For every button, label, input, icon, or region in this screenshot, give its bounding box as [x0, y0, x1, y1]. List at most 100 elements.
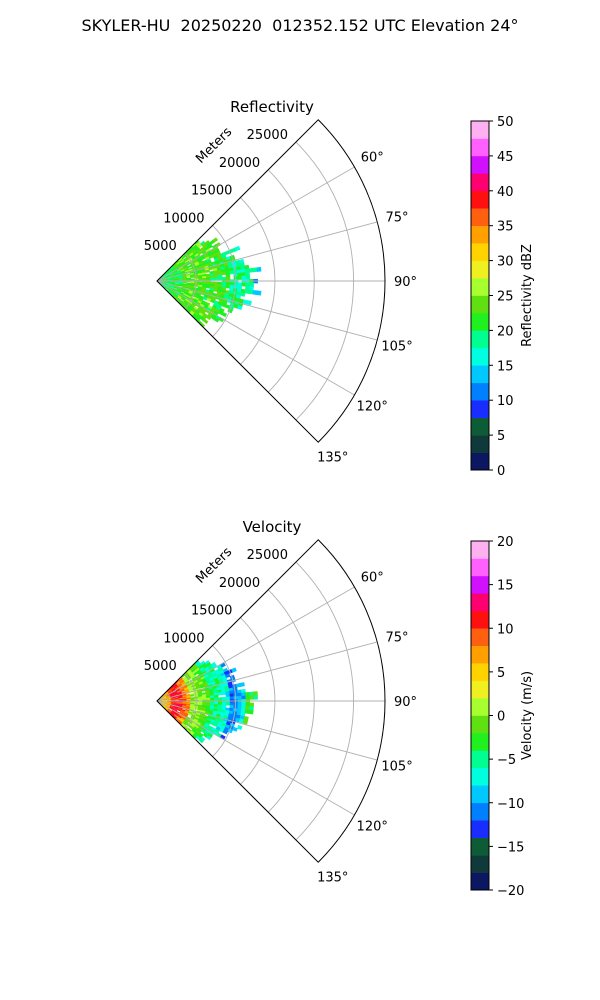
radar-gate [221, 276, 227, 281]
radar-gate [221, 271, 227, 276]
chart-title: Reflectivity [230, 98, 314, 116]
radar-gate [212, 237, 219, 243]
range-tick-label: 10000 [163, 631, 204, 646]
range-tick-label: 20000 [219, 576, 260, 591]
radar-gate [190, 275, 195, 279]
colorbar-tick-label: 5 [497, 666, 505, 681]
colorbar-swatch [471, 452, 489, 471]
colorbar-tick-label: 20 [497, 324, 514, 339]
colorbar-swatch [471, 610, 489, 629]
azimuth-gridline [156, 700, 355, 816]
range-tick-label: 25000 [247, 548, 288, 563]
radar-gate [256, 290, 262, 296]
colorbar-swatch [471, 715, 489, 734]
colorbar-swatch [471, 260, 489, 279]
colorbar-tick-label: 40 [497, 185, 514, 200]
radar-gate [248, 706, 254, 711]
colorbar-swatch [471, 173, 489, 192]
sector-outline [156, 119, 386, 443]
range-tick-label: 10000 [163, 211, 204, 226]
radar-gate [217, 692, 223, 696]
azimuth-tick-label: 60° [361, 151, 384, 166]
radar-gate [241, 272, 247, 277]
colorbar-tick-label: 25 [497, 290, 514, 305]
colorbar-swatch [471, 645, 489, 664]
radar-gate [198, 738, 204, 744]
radar-gate [205, 285, 211, 289]
chart-panel-velocity: Velocity 60° 75° 90° 105° 120° 135° 5000 10000 15… [144, 518, 535, 899]
radar-gate [248, 286, 254, 291]
radar-gate [253, 695, 258, 700]
radar-gate [237, 724, 243, 730]
azimuth-tick-label: 90° [394, 275, 417, 290]
radar-gate [213, 288, 219, 292]
colorbar-swatch [471, 837, 489, 856]
colorbar-tick-label: 35 [497, 220, 514, 235]
radar-gate [241, 695, 247, 700]
colorbar-swatch [471, 121, 489, 139]
colorbar-swatch [471, 802, 489, 821]
sector-outline [156, 539, 386, 863]
radar-gate [190, 278, 195, 281]
colorbar-swatch [471, 750, 489, 769]
colorbar-tick-label: −10 [497, 797, 524, 812]
colorbar-tick-label: 15 [497, 359, 514, 374]
radar-gate [240, 292, 246, 297]
radar-gate [210, 277, 215, 281]
colorbar-tick-label: 15 [497, 579, 514, 594]
radar-gate [249, 691, 254, 697]
colorbar-tick-label: 10 [497, 394, 514, 409]
radar-gate [237, 282, 243, 287]
colorbar-swatch [471, 417, 489, 436]
azimuth-tick-label: 105° [381, 759, 412, 774]
radar-gate [225, 702, 231, 706]
radar-gate [198, 278, 203, 281]
radar-gate [189, 694, 195, 697]
radar-gate [256, 266, 262, 272]
radar-gate [248, 709, 254, 715]
radar-gate [244, 709, 250, 714]
azimuth-gridline [156, 221, 378, 282]
radar-gate [231, 667, 237, 673]
colorbar-swatch [471, 208, 489, 226]
colorbar-label: Reflectivity dBZ [520, 244, 535, 347]
radar-gate [217, 697, 223, 701]
radar-gate [248, 289, 254, 295]
radar-gate [174, 281, 180, 284]
radar-gate [234, 245, 241, 252]
colorbar-tick-label: 50 [497, 115, 514, 130]
colorbar-swatch [471, 225, 489, 244]
range-tick-label: 20000 [219, 156, 260, 171]
radar-gate [220, 662, 226, 668]
colorbar-swatch [471, 558, 489, 577]
colorbar-tick-label: 45 [497, 150, 514, 165]
colorbar-swatch [471, 855, 489, 873]
colorbar-tick-label: 10 [497, 622, 514, 637]
range-tick-label: 15000 [191, 184, 232, 199]
colorbar-swatch [471, 698, 489, 716]
radar-gate [222, 729, 229, 735]
colorbar-swatch [471, 820, 489, 838]
colorbar-swatch [471, 382, 489, 401]
radar-gate [206, 277, 211, 281]
colorbar-swatch [471, 190, 489, 209]
radar-gate [221, 312, 228, 318]
figure-title: SKYLER-HU 20250220 012352.152 UTC Elevat… [81, 16, 519, 35]
radar-gate [249, 282, 255, 288]
radar-gate [252, 691, 258, 696]
radar-gate [237, 702, 243, 707]
azimuth-gridline [156, 586, 355, 702]
colorbar-swatch [471, 680, 489, 699]
radar-gate [237, 304, 243, 310]
radar-gate [237, 275, 243, 280]
colorbar-swatch [471, 593, 489, 612]
colorbar-swatch [471, 628, 489, 646]
colorbar-swatch [471, 400, 489, 418]
radar-gate [205, 735, 212, 741]
chart-title: Velocity [243, 518, 302, 536]
colorbar-swatch [471, 365, 489, 384]
radar-gate [244, 268, 250, 273]
azimuth-tick-label: 135° [317, 451, 348, 466]
radar-gate [213, 277, 219, 281]
